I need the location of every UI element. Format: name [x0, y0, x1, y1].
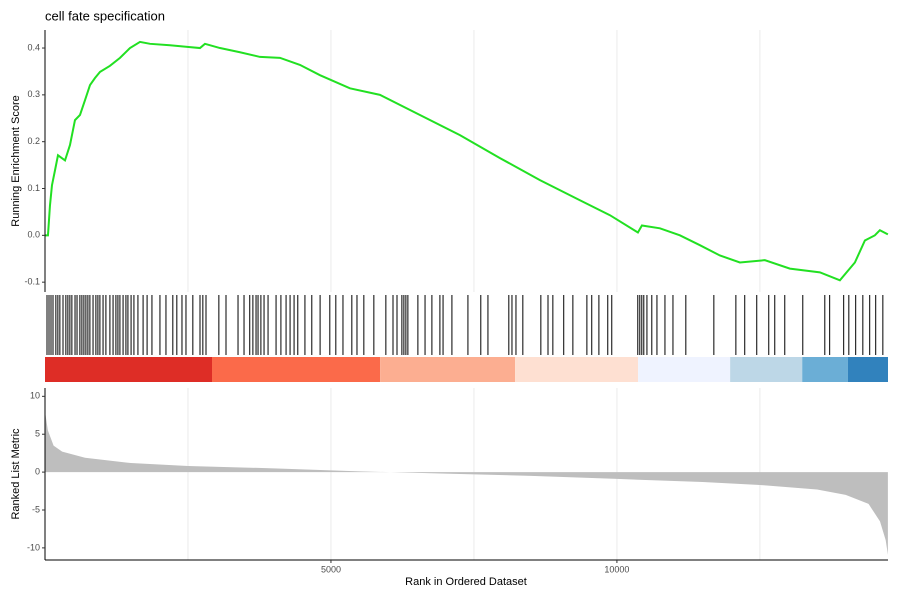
x-tick-label: 10000 [604, 564, 629, 574]
x-axis-label: Rank in Ordered Dataset [405, 576, 527, 588]
enrichment-line [45, 40, 889, 282]
y-tick-label: -5 [32, 504, 40, 514]
y-tick-label: 5 [35, 429, 40, 439]
y-axis-label: Ranked List Metric [10, 428, 22, 520]
x-tick-label: 5000 [321, 564, 341, 574]
y-tick-label: 10 [30, 391, 40, 401]
y-tick-label: 0.3 [27, 89, 40, 99]
y-tick-label: -10 [27, 542, 40, 552]
y-axis-label: Running Enrichment Score [10, 95, 22, 226]
chart-title: cell fate specification [45, 8, 165, 23]
color-band [730, 357, 803, 382]
y-tick-label: 0 [35, 466, 40, 476]
color-band [380, 357, 516, 382]
y-tick-label: 0.4 [27, 42, 40, 52]
color-band [847, 357, 888, 382]
color-band [802, 357, 848, 382]
color-band [211, 357, 381, 382]
y-tick-label: 0.1 [27, 183, 40, 193]
y-tick-label: 0.2 [27, 136, 40, 146]
color-band [45, 357, 212, 382]
color-band [638, 357, 731, 382]
color-band [515, 357, 639, 382]
y-tick-label: -0.1 [24, 277, 40, 287]
y-tick-label: 0.0 [27, 230, 40, 240]
metric-area [45, 411, 888, 555]
